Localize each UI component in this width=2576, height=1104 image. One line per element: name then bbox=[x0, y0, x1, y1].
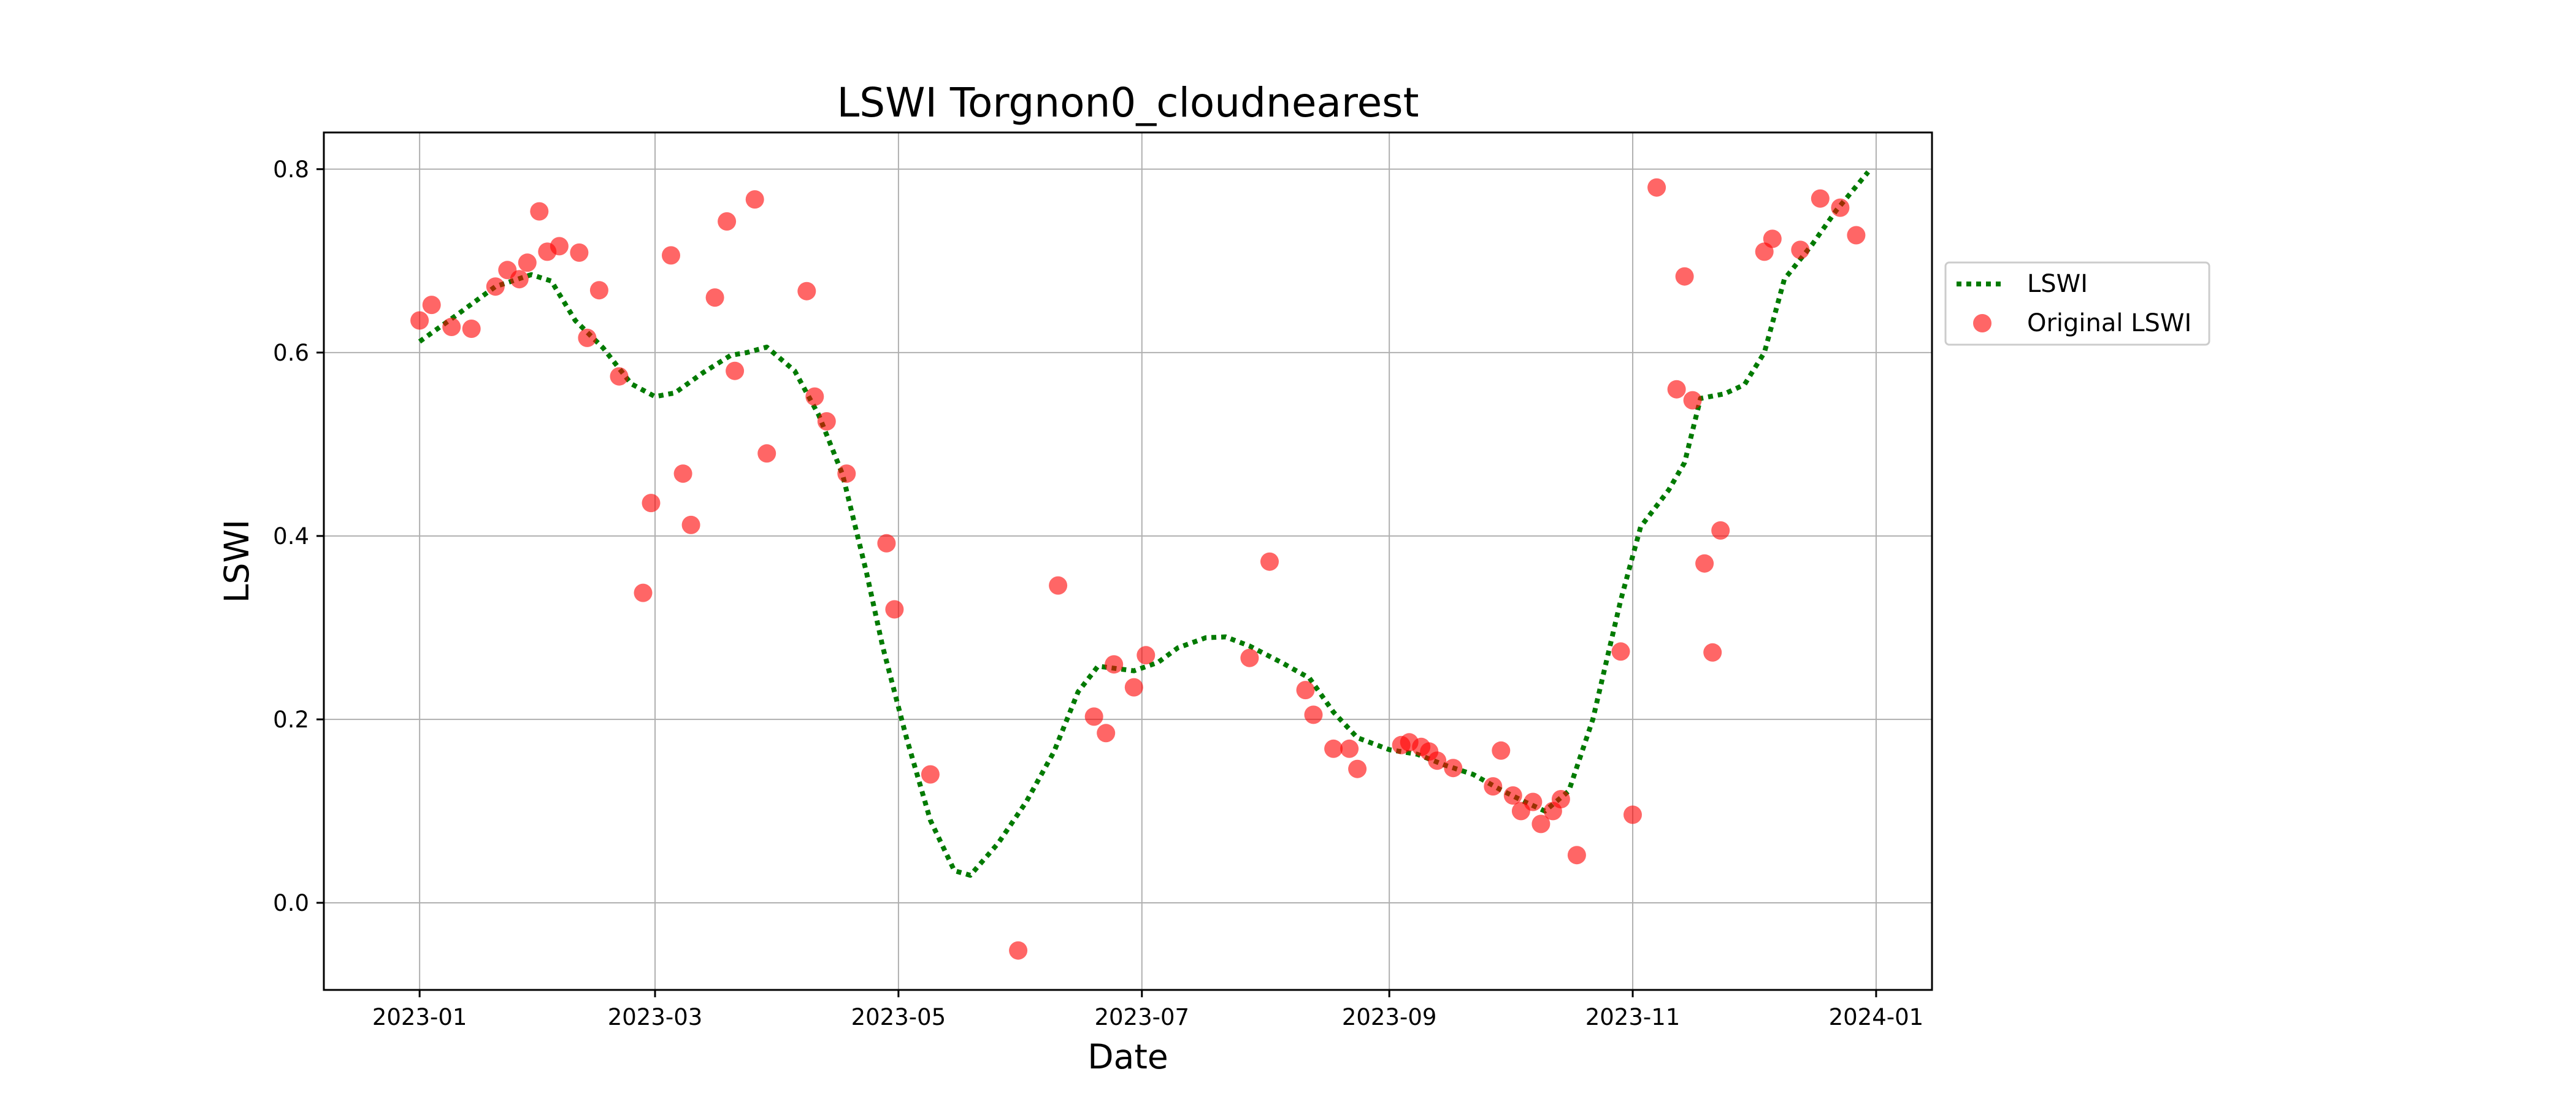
original-lswi-point bbox=[578, 328, 597, 347]
original-lswi-point bbox=[1240, 648, 1259, 667]
x-tick-label: 2023-07 bbox=[1094, 1004, 1189, 1030]
original-lswi-point bbox=[1551, 790, 1570, 808]
original-lswi-point bbox=[718, 212, 737, 231]
original-lswi-point bbox=[589, 281, 608, 300]
legend-label-lswi: LSWI bbox=[2027, 270, 2088, 298]
original-lswi-point bbox=[1763, 229, 1782, 248]
x-tick-label: 2023-09 bbox=[1342, 1004, 1437, 1030]
original-lswi-point bbox=[570, 243, 589, 262]
original-lswi-point bbox=[442, 318, 461, 336]
original-lswi-point bbox=[1260, 552, 1279, 571]
original-lswi-point bbox=[1831, 198, 1850, 217]
original-lswi-point bbox=[1105, 655, 1124, 674]
original-lswi-point bbox=[805, 387, 824, 406]
original-lswi-point bbox=[634, 583, 653, 602]
original-lswi-point bbox=[550, 237, 569, 256]
original-lswi-point bbox=[1340, 739, 1359, 758]
original-lswi-point bbox=[705, 288, 724, 307]
original-lswi-point bbox=[530, 202, 549, 221]
original-lswi-point bbox=[797, 282, 816, 301]
x-tick-label: 2023-01 bbox=[372, 1004, 467, 1030]
original-lswi-point bbox=[1667, 380, 1686, 399]
original-lswi-point bbox=[1484, 777, 1503, 796]
original-lswi-point bbox=[1492, 741, 1511, 760]
original-lswi-point bbox=[1811, 189, 1830, 208]
grid bbox=[324, 132, 1932, 990]
legend-label-original-lswi: Original LSWI bbox=[2027, 309, 2191, 337]
original-lswi-point bbox=[518, 253, 537, 272]
original-lswi-point bbox=[1304, 705, 1323, 724]
original-lswi-point bbox=[681, 515, 700, 534]
original-lswi-point bbox=[1711, 521, 1730, 540]
original-lswi-point bbox=[1675, 267, 1694, 286]
original-lswi-point bbox=[1791, 240, 1810, 259]
original-lswi-point bbox=[1847, 226, 1866, 245]
y-tick-label: 0.8 bbox=[273, 156, 309, 183]
lswi-line bbox=[418, 170, 1870, 878]
y-tick-label: 0.2 bbox=[273, 707, 309, 733]
original-lswi-point bbox=[1444, 759, 1463, 778]
original-lswi-point bbox=[662, 246, 680, 265]
y-tick-label: 0.6 bbox=[273, 340, 309, 366]
legend-frame bbox=[1944, 261, 2210, 346]
legend: LSWI Original LSWI bbox=[1944, 261, 2210, 346]
original-lswi-point bbox=[1611, 642, 1630, 661]
original-lswi-point bbox=[921, 765, 940, 784]
original-lswi-point bbox=[1695, 554, 1714, 573]
plot-frame bbox=[323, 131, 1933, 991]
original-lswi-point bbox=[1097, 724, 1116, 743]
original-lswi-point bbox=[1324, 739, 1343, 758]
legend-marker-swatch bbox=[1973, 314, 1991, 332]
original-lswi-point bbox=[486, 277, 505, 296]
ticks: 2023-01 2023-03 2023-05 2023-07 2023-09 2023-… bbox=[273, 156, 1923, 1030]
original-lswi-point bbox=[1531, 815, 1551, 834]
original-lswi-point bbox=[837, 464, 856, 483]
original-lswi-point bbox=[1137, 646, 1156, 665]
original-lswi-point bbox=[673, 464, 692, 483]
x-axis-label: Date bbox=[1087, 1037, 1168, 1076]
original-lswi-point bbox=[1623, 805, 1642, 824]
original-lswi-point bbox=[757, 444, 776, 463]
original-lswi-point bbox=[1524, 792, 1543, 811]
original-lswi-point bbox=[1124, 678, 1143, 697]
original-lswi-point bbox=[877, 534, 896, 553]
original-lswi-point bbox=[1049, 576, 1068, 595]
original-lswi-point bbox=[642, 494, 661, 513]
chart-title: LSWI Torgnon0_cloudnearest bbox=[837, 79, 1419, 126]
y-tick-label: 0.4 bbox=[273, 523, 309, 550]
original-lswi-scatter-series bbox=[410, 178, 1866, 960]
original-lswi-point bbox=[422, 296, 441, 315]
original-lswi-point bbox=[510, 270, 529, 289]
y-tick-label: 0.0 bbox=[273, 890, 309, 916]
original-lswi-point bbox=[745, 190, 764, 209]
original-lswi-point bbox=[1567, 846, 1586, 865]
original-lswi-point bbox=[1348, 759, 1367, 778]
original-lswi-point bbox=[1009, 941, 1028, 960]
original-lswi-point bbox=[1428, 751, 1447, 770]
original-lswi-point bbox=[1703, 643, 1722, 662]
original-lswi-point bbox=[410, 311, 429, 330]
lswi-line-series bbox=[418, 170, 1870, 878]
x-tick-label: 2023-05 bbox=[851, 1004, 946, 1030]
original-lswi-point bbox=[817, 412, 836, 431]
original-lswi-point bbox=[1683, 391, 1702, 410]
original-lswi-point bbox=[610, 367, 629, 386]
original-lswi-point bbox=[1503, 786, 1522, 805]
original-lswi-point bbox=[1296, 681, 1315, 700]
original-lswi-point bbox=[1084, 707, 1103, 726]
original-lswi-point bbox=[462, 320, 481, 338]
x-tick-label: 2023-11 bbox=[1585, 1004, 1681, 1030]
plot-background bbox=[324, 132, 1932, 990]
x-tick-label: 2024-01 bbox=[1829, 1004, 1924, 1030]
y-axis-label: LSWI bbox=[217, 519, 256, 603]
x-tick-label: 2023-03 bbox=[608, 1004, 703, 1030]
original-lswi-point bbox=[726, 361, 745, 380]
original-lswi-point bbox=[1647, 178, 1666, 197]
original-lswi-point bbox=[885, 600, 904, 619]
